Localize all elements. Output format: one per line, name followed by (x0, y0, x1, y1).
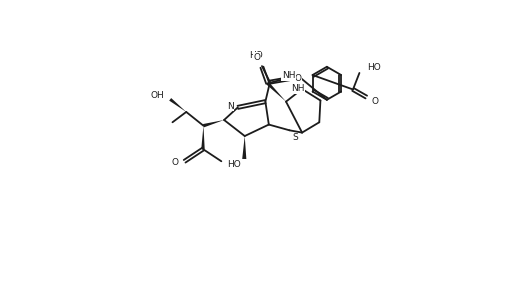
Text: O: O (371, 97, 378, 106)
Text: HO: HO (367, 63, 380, 72)
Text: S: S (293, 133, 298, 142)
Text: NH: NH (291, 84, 305, 93)
Text: O: O (295, 74, 302, 83)
Text: HO: HO (227, 160, 241, 169)
Text: NH: NH (282, 71, 295, 80)
Polygon shape (267, 82, 286, 102)
Text: O: O (171, 158, 178, 167)
Polygon shape (203, 120, 224, 127)
Text: O: O (253, 53, 260, 62)
Text: N: N (227, 102, 234, 111)
Polygon shape (201, 126, 205, 149)
Text: HO: HO (249, 51, 263, 60)
Polygon shape (242, 136, 247, 159)
Polygon shape (169, 98, 186, 112)
Text: OH: OH (151, 91, 165, 100)
